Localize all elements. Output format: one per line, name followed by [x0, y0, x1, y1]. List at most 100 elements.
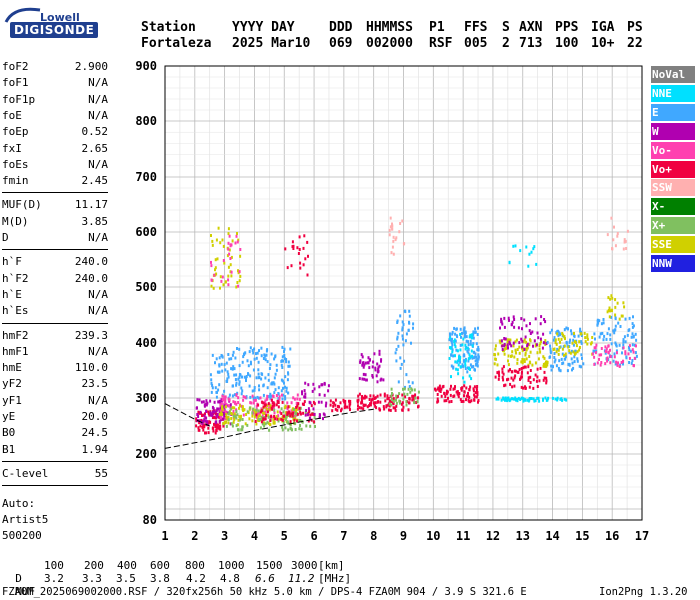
echo-point	[251, 349, 254, 352]
echo-point	[284, 395, 287, 399]
echo-point	[440, 387, 443, 391]
echo-point	[359, 359, 362, 363]
echo-point	[212, 286, 215, 290]
echo-point	[387, 396, 390, 400]
echo-point	[399, 222, 402, 225]
echo-point	[513, 384, 516, 388]
echo-point	[611, 247, 614, 251]
echo-point	[238, 382, 241, 386]
echo-point	[295, 412, 298, 416]
echo-point	[563, 344, 566, 348]
echo-point	[396, 335, 399, 339]
echo-point	[522, 340, 525, 344]
echo-point	[596, 323, 599, 327]
echo-point	[325, 401, 328, 405]
echo-point	[375, 374, 378, 378]
echo-point	[563, 335, 566, 339]
echo-point	[369, 394, 372, 398]
echo-point	[615, 349, 618, 353]
echo-point	[612, 238, 615, 242]
header-value-6: 2	[502, 36, 510, 51]
echo-point	[313, 416, 316, 420]
echo-point	[613, 328, 616, 332]
echo-point	[513, 376, 516, 380]
echo-point	[470, 333, 473, 337]
echo-point	[464, 343, 467, 347]
param-value: 55	[94, 466, 108, 480]
echo-point	[361, 355, 364, 359]
param-value: N/A	[88, 231, 108, 244]
echo-point	[293, 408, 295, 411]
echo-point	[258, 411, 260, 415]
echo-point	[451, 348, 454, 352]
echo-point	[454, 345, 457, 349]
echo-point	[298, 419, 301, 422]
echo-point	[214, 425, 217, 429]
echo-point	[581, 356, 583, 360]
footer-muf-value: 4.2	[186, 572, 206, 585]
echo-point	[296, 393, 299, 397]
echo-point	[334, 398, 337, 402]
echo-point	[453, 387, 456, 390]
echo-point	[498, 339, 501, 343]
echo-point	[476, 360, 479, 364]
echo-point	[289, 423, 292, 427]
echo-point	[266, 404, 269, 408]
echo-point	[517, 326, 520, 330]
echo-point	[631, 343, 634, 347]
legend-item-w: W	[651, 122, 695, 140]
echo-point	[607, 309, 610, 312]
echo-point	[220, 411, 223, 415]
echo-point	[218, 399, 221, 403]
echo-point	[570, 332, 573, 336]
echo-point	[504, 396, 507, 400]
echo-point	[227, 421, 230, 425]
footer-muf-value: 3.3	[82, 572, 102, 585]
echo-point	[376, 394, 379, 398]
echo-point	[280, 363, 283, 367]
echo-point	[215, 415, 218, 419]
echo-point	[556, 347, 559, 351]
param-row-h`F: h`F 240.0	[2, 255, 108, 269]
echo-point	[294, 409, 297, 413]
echo-point	[280, 389, 283, 393]
echo-point	[569, 338, 572, 342]
echo-point	[613, 225, 615, 229]
echo-point	[614, 341, 617, 345]
echo-point	[630, 361, 633, 365]
echo-point	[461, 386, 464, 390]
echo-point	[500, 317, 503, 321]
echo-point	[577, 334, 580, 338]
echo-point	[277, 419, 280, 423]
echo-point	[593, 346, 596, 350]
echo-point	[221, 238, 224, 242]
echo-point	[255, 376, 258, 380]
param-value: N/A	[88, 287, 108, 301]
echo-point	[282, 414, 285, 418]
echo-point	[285, 413, 288, 417]
param-value: N/A	[88, 76, 108, 90]
echo-point	[570, 329, 572, 333]
echo-point	[614, 244, 617, 248]
echo-point	[348, 405, 351, 409]
echo-point	[551, 364, 554, 368]
echo-point	[631, 322, 634, 326]
echo-point	[405, 403, 408, 407]
echo-point	[403, 359, 406, 363]
echo-point	[217, 400, 220, 404]
echo-point	[477, 357, 480, 361]
echo-point	[451, 350, 454, 354]
legend-item-sse: SSE	[651, 236, 695, 254]
echo-point	[392, 397, 395, 401]
echo-point	[220, 402, 223, 406]
echo-point	[336, 408, 339, 412]
echo-point	[260, 377, 263, 381]
echo-point	[401, 393, 404, 397]
echo-point	[327, 384, 330, 388]
echo-point	[267, 421, 270, 425]
echo-point	[519, 398, 522, 401]
echo-point	[624, 317, 627, 321]
echo-point	[412, 398, 415, 402]
echo-point	[510, 323, 513, 327]
echo-point	[469, 339, 472, 343]
